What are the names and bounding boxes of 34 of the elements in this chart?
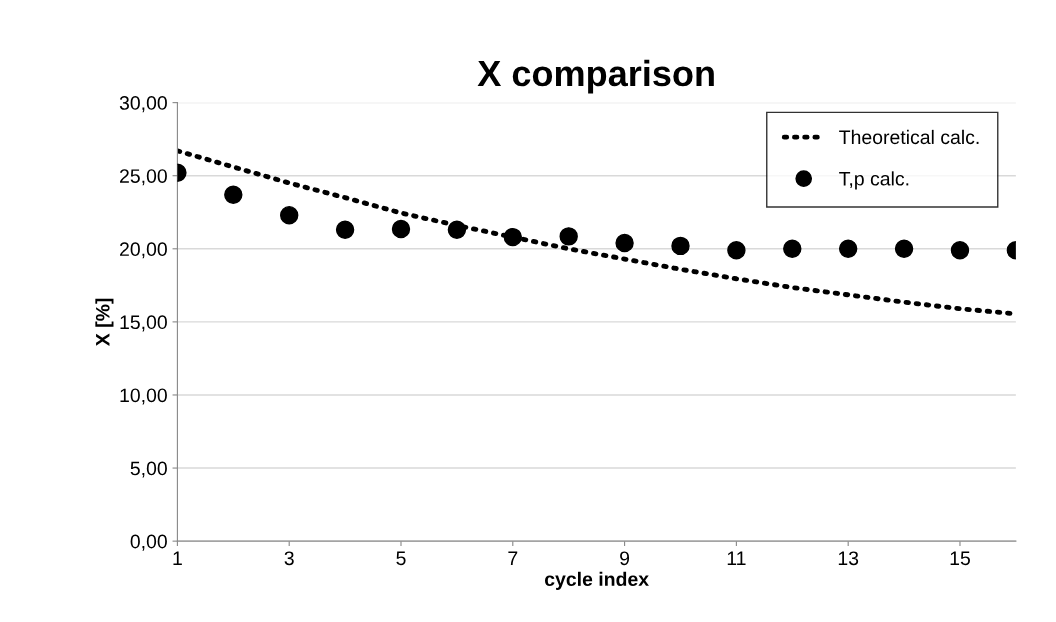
point <box>280 205 299 225</box>
x-tick-label: 11 <box>727 551 746 565</box>
point <box>727 241 746 260</box>
y-tick-label: 0,00 <box>130 534 167 551</box>
y-tick-label: 5,00 <box>130 461 167 478</box>
x-tick-label: 9 <box>620 551 630 566</box>
point <box>950 241 970 260</box>
x-axis-title: cycle index <box>544 571 649 590</box>
chart-title: X comparison <box>477 59 714 94</box>
point <box>447 220 467 239</box>
point <box>503 227 522 247</box>
point <box>671 236 690 256</box>
point <box>335 220 355 239</box>
y-axis-title: X [%] <box>95 298 114 347</box>
x-tick-label: 5 <box>396 551 406 566</box>
y-tick-label: 15,00 <box>120 315 167 332</box>
point <box>224 185 243 204</box>
point <box>783 239 802 259</box>
point <box>894 239 914 259</box>
point <box>838 239 858 259</box>
point <box>615 233 634 253</box>
legend-label: Theoretical calc. <box>839 129 979 145</box>
y-tick-label: 20,00 <box>120 242 167 259</box>
x-tick-label: 1 <box>173 551 182 565</box>
y-tick-label: 30,00 <box>119 96 167 113</box>
x-tick-label: 7 <box>508 551 518 565</box>
point <box>391 219 411 239</box>
legend-label: T,p calc. <box>839 171 909 190</box>
x-tick-label: 13 <box>838 551 859 566</box>
y-tick-label: 10,00 <box>120 388 167 405</box>
x-tick-label: 3 <box>284 551 294 566</box>
point <box>559 227 578 246</box>
y-tick-label: 25,00 <box>120 169 167 186</box>
x-tick-label: 15 <box>950 551 970 566</box>
